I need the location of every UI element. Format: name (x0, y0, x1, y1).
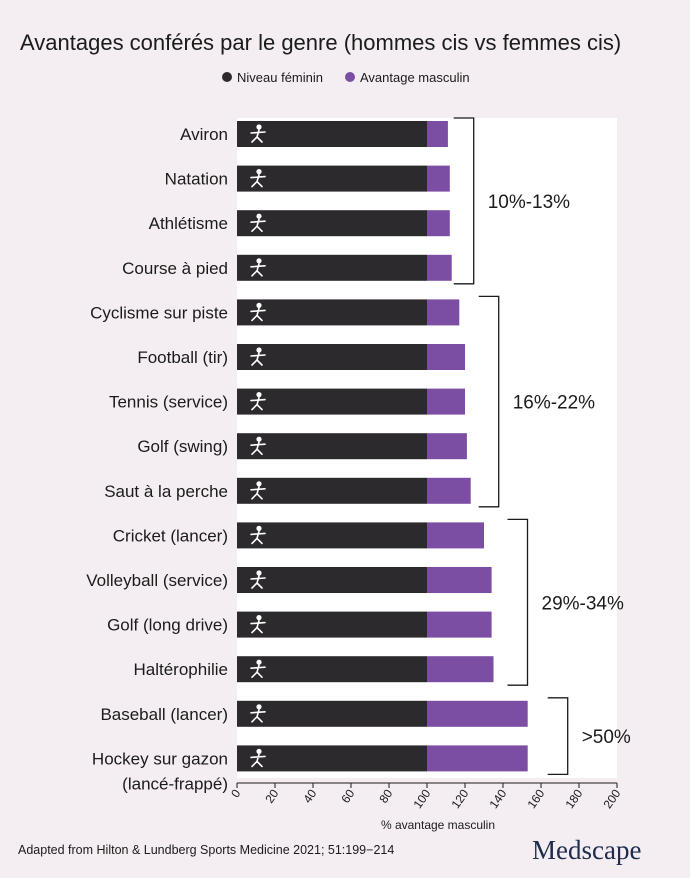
bar-male-advantage-3 (427, 254, 452, 281)
tennis-icon (250, 392, 266, 411)
bars (237, 121, 528, 772)
category-label-14: Hockey sur gazon (lancé-frappé) (92, 749, 228, 793)
legend-swatch-male (345, 72, 355, 82)
bar-female-0 (237, 121, 427, 147)
x-tick-label-10: 200 (600, 786, 623, 811)
category-label-12: Haltérophilie (134, 660, 229, 679)
group-label-3: >50% (582, 727, 631, 748)
bar-female-12 (237, 656, 427, 683)
bar-male-advantage-11 (427, 611, 492, 638)
bar-female-8 (237, 477, 427, 504)
bar-female-11 (237, 611, 427, 638)
hockey-icon (250, 748, 266, 768)
bar-male-advantage-5 (427, 344, 465, 370)
group-label-2: 29%-34% (542, 593, 624, 614)
category-label-4: Cyclisme sur piste (90, 303, 228, 322)
bar-male-advantage-9 (427, 522, 484, 549)
category-label-1: Natation (165, 170, 228, 189)
legend: Niveau féminin Avantage masculin (222, 70, 470, 85)
category-label-5: Football (tir) (137, 348, 228, 367)
category-label-9: Cricket (lancer) (113, 526, 228, 545)
x-tick-label-9: 180 (562, 786, 585, 811)
group-bracket-2 (507, 518, 529, 686)
category-label-11: Golf (long drive) (107, 616, 228, 635)
bar-female-1 (237, 165, 427, 192)
bar-female-13 (237, 700, 427, 727)
x-tick-label-7: 140 (486, 786, 509, 811)
category-labels: Aviron Natation Athlétisme Course à pied Cyc… (86, 125, 228, 793)
weightlifting-icon (250, 659, 266, 679)
running-icon (250, 258, 266, 277)
bar-male-advantage-10 (427, 567, 492, 593)
category-label-10: Volleyball (service) (86, 571, 228, 590)
bar-male-advantage-7 (427, 433, 467, 460)
bar-female-2 (237, 210, 427, 237)
golf-icon (250, 615, 266, 634)
x-tick-label-1: 20 (262, 786, 281, 805)
legend-label-male: Avantage masculin (360, 70, 470, 85)
pole-vault-icon (250, 481, 266, 500)
x-tick-label-3: 60 (338, 786, 357, 805)
bar-male-advantage-4 (427, 299, 460, 326)
x-tick-label-2: 40 (300, 786, 319, 805)
legend-label-female: Niveau féminin (237, 70, 323, 85)
chart-title: Avantages conférés par le genre (hommes … (20, 30, 621, 55)
bar-male-advantage-6 (427, 388, 465, 415)
source-citation: Adapted from Hilton & Lundberg Sports Me… (18, 843, 394, 857)
group-label-0: 10%-13% (488, 192, 570, 213)
x-axis-ticks: 0 20 40 60 80 100 120 140 160 180 200 (228, 783, 624, 811)
bar-male-advantage-14 (427, 745, 528, 772)
x-axis-label: % avantage masculin (381, 818, 495, 832)
x-tick-label-8: 160 (524, 786, 547, 811)
golf-icon (250, 436, 266, 456)
category-label-7: Golf (swing) (137, 437, 228, 456)
category-label-2: Athlétisme (149, 214, 228, 233)
group-bracket-1 (478, 295, 500, 508)
category-label-8: Saut à la perche (104, 482, 228, 501)
bar-female-4 (237, 299, 427, 326)
x-tick-label-0: 0 (228, 786, 243, 800)
x-tick-label-6: 120 (448, 786, 471, 811)
x-tick-label-4: 80 (376, 786, 395, 805)
bar-female-10 (237, 567, 427, 593)
bar-female-5 (237, 344, 427, 370)
bar-male-advantage-2 (427, 210, 450, 237)
medscape-logo: Medscape (532, 835, 641, 865)
bar-female-6 (237, 388, 427, 415)
bar-male-advantage-8 (427, 477, 471, 504)
bar-female-9 (237, 522, 427, 549)
rowing-icon (250, 124, 266, 143)
category-label-6: Tennis (service) (109, 393, 228, 412)
baseball-icon (250, 704, 266, 723)
category-label-13: Baseball (lancer) (100, 705, 228, 724)
logo-scape: scape (582, 835, 642, 865)
cycling-icon (250, 302, 266, 322)
bar-female-7 (237, 433, 427, 460)
logo-med: Med (532, 835, 582, 865)
category-label-0: Aviron (180, 125, 228, 144)
x-tick-label-5: 100 (410, 786, 433, 811)
bar-female-14 (237, 745, 427, 772)
hurdles-icon (250, 213, 266, 232)
sport-icons (250, 124, 266, 768)
volleyball-icon (250, 570, 266, 589)
legend-swatch-female (222, 72, 232, 82)
logo-text: Medscape (532, 835, 641, 865)
cricket-icon (250, 525, 266, 545)
category-label-3: Course à pied (122, 259, 228, 278)
bar-male-advantage-13 (427, 700, 528, 727)
bar-male-advantage-12 (427, 656, 494, 683)
bar-female-3 (237, 254, 427, 281)
bar-male-advantage-1 (427, 165, 450, 192)
group-bracket-0 (453, 117, 475, 285)
group-brackets: 10%-13% 16%-22% 29%-34% >50% (453, 117, 631, 776)
soccer-icon (250, 347, 266, 366)
group-bracket-3 (547, 697, 569, 776)
group-label-1: 16%-22% (513, 393, 595, 414)
swimming-icon (250, 169, 266, 188)
bar-male-advantage-0 (427, 121, 448, 147)
